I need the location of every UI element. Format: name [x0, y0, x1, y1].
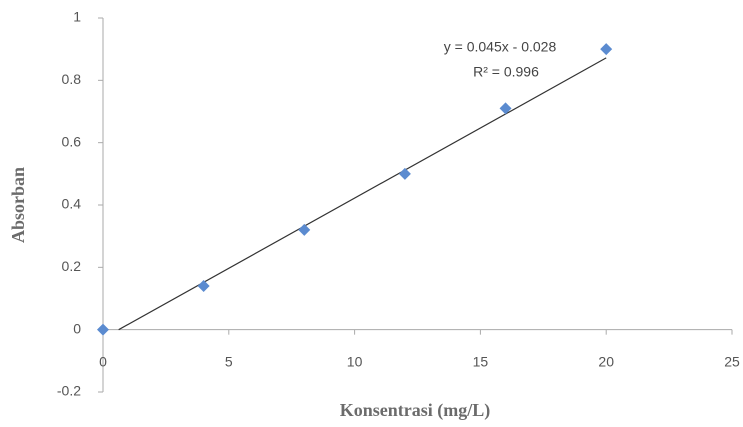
data-point [198, 280, 210, 292]
equation: y = 0.045x - 0.028 [444, 39, 557, 55]
x-tick-label: 20 [598, 353, 614, 369]
data-point [298, 224, 310, 236]
trendline [119, 58, 607, 330]
x-tick-label: 25 [724, 353, 740, 369]
x-tick-label: 0 [99, 353, 107, 369]
y-tick-label: 0 [73, 320, 81, 336]
y-tick-label: 0.2 [62, 258, 82, 274]
data-point [600, 43, 612, 55]
data-point [500, 102, 512, 114]
y-tick-label: -0.2 [57, 383, 81, 399]
y-axis-title: Absorban [8, 167, 28, 243]
y-tick-label: 0.6 [62, 133, 82, 149]
x-tick-label: 10 [347, 353, 363, 369]
chart: Konsentrasi (mg/L) Absorban y = 0.045x -… [0, 0, 743, 427]
y-tick-label: 1 [73, 9, 81, 25]
r-squared: R² = 0.996 [473, 64, 539, 80]
data-point [97, 324, 109, 336]
y-tick-label: 0.4 [62, 196, 82, 212]
data-point [399, 168, 411, 180]
x-tick-label: 5 [225, 353, 233, 369]
x-axis-title: Konsentrasi (mg/L) [340, 400, 491, 421]
y-tick-label: 0.8 [62, 71, 82, 87]
x-tick-label: 15 [473, 353, 489, 369]
